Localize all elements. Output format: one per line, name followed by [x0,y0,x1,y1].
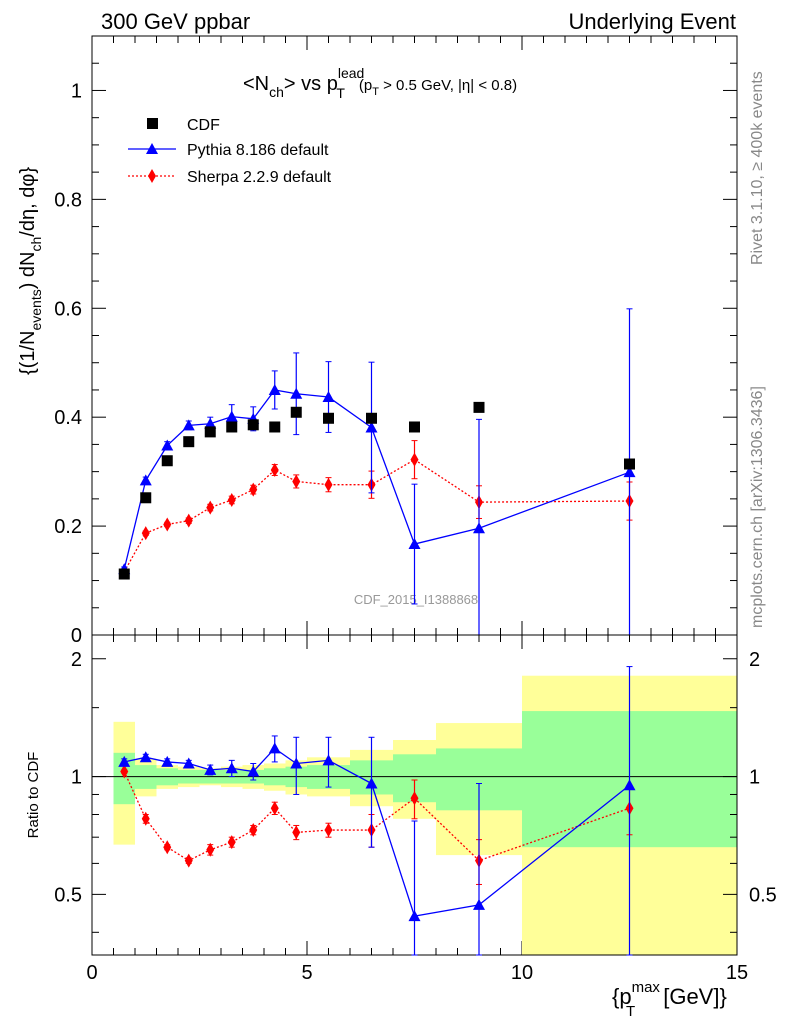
cdf-marker [204,426,216,438]
x-tick-label: 10 [511,962,533,984]
sherpa-marker [184,513,193,528]
pythia-line [123,389,630,570]
legend-marker-pythia [146,143,158,154]
pythia-marker [290,387,303,399]
x-tick-label: 0 [86,962,97,984]
pythia-marker [225,410,238,422]
sherpa-ratio-marker [249,823,258,838]
cdf-marker [473,401,485,413]
sherpa-marker [163,517,172,532]
x-tick-label: 5 [301,962,312,984]
cdf-marker [183,436,195,448]
sherpa-marker [324,477,333,492]
upper-plot-area: 0 0.2 0.4 0.6 0.8 1 [54,35,738,955]
sherpa-line [123,458,630,573]
cdf-marker [323,412,334,424]
legend-marker-cdf [147,118,158,129]
sherpa-marker [270,463,279,478]
pythia-ratio-marker [290,757,303,769]
header-left-label: 300 GeV ppbar [101,9,250,34]
cdf-marker [290,406,302,418]
x-axis-label: {pmax T [GeV]} [612,979,727,1020]
pythia-marker [322,391,335,403]
y-tick-label: 0.5 [54,884,82,906]
cdf-marker [247,419,259,431]
y-tick-label: 0.4 [54,407,82,429]
pythia-ratio-marker [322,754,335,766]
cdf-marker [409,421,420,433]
pythia-marker [365,421,378,433]
main-title: <Nch> vs plead T (pT > 0.5 GeV, |η| < 0.8) [243,65,517,101]
analysis-watermark: CDF_2015_I1388868 [354,592,478,607]
legend: CDF Pythia 8.186 default Sherpa 2.2.9 de… [128,117,332,186]
pythia-marker [204,417,217,429]
pythia-ratio-marker [268,742,281,754]
pythia-ratio-marker [473,898,485,910]
sherpa-marker [410,452,419,467]
legend-marker-sherpa [148,169,156,183]
y-tick-label: 2 [71,649,82,671]
pythia-marker [139,474,152,486]
pythia-ratio-line [124,747,630,917]
sherpa-ratio-marker [270,801,279,816]
pythia-ratio-marker [225,762,238,774]
y-tick-label: 0.8 [54,189,82,211]
lower-plot-area: 0 5 10 15 0.5 0.5 1 1 2 2 [54,634,777,984]
pythia-marker [623,466,636,478]
lower-y-axis-label: Ratio to CDF [25,752,42,839]
y-tick-label-right: 0.5 [749,884,777,906]
pythia-marker [408,538,421,550]
sherpa-ratio-marker [292,825,301,840]
sherpa-ratio-marker [163,840,172,855]
sherpa-ratio-marker [206,842,215,857]
cdf-marker [161,455,173,467]
cdf-marker [226,421,238,433]
pythia-ratio-marker [139,751,152,763]
pythia-marker [161,439,174,451]
pythia-ratio-marker [161,755,174,767]
mcplots-label: mcplots.cern.ch [arXiv:1306.3436] [749,386,766,628]
pythia-ratio-marker [118,755,131,767]
y-tick-label-right: 2 [749,649,760,671]
x-tick-label: 15 [726,962,748,984]
sherpa-ratio-marker [184,853,193,868]
sherpa-marker [206,500,215,515]
sherpa-ratio-marker [120,764,129,779]
legend-label-sherpa: Sherpa 2.2.9 default [187,169,332,186]
cdf-marker [269,421,281,433]
header-right-label: Underlying Event [568,9,736,34]
pythia-ratio-marker [204,763,217,775]
y-tick-label: 0 [71,625,82,647]
sherpa-ratio-marker [141,811,150,826]
y-tick-label-right: 1 [749,767,760,789]
pythia-marker [268,383,281,395]
sherpa-marker [249,482,258,497]
sherpa-marker [292,474,301,489]
sherpa-ratio-marker [227,835,236,850]
pythia-marker [182,419,195,431]
y-tick-label: 0.6 [54,298,82,320]
pythia-ratio-marker [408,910,421,922]
pythia-marker [473,522,485,534]
pythia-ratio-marker [182,757,195,769]
y-tick-label: 1 [71,767,82,789]
cdf-marker [366,412,377,424]
pythia-ratio-marker [247,765,260,777]
pythia-ratio-marker [623,779,636,791]
pythia-ratio-marker [365,777,378,789]
sherpa-marker [141,526,150,541]
legend-label-cdf: CDF [187,117,220,134]
legend-label-pythia: Pythia 8.186 default [187,142,329,159]
sherpa-ratio-marker [324,823,333,838]
upper-y-axis-label: {(1/Nevents) dNch/dη, dφ} [17,167,44,375]
cdf-marker [624,458,635,470]
y-tick-label: 0.2 [54,516,82,538]
sherpa-marker [227,492,236,507]
y-tick-label: 1 [71,80,82,102]
cdf-marker [118,568,130,580]
cdf-marker [140,492,152,504]
sherpa-ratio-marker [410,791,419,806]
rivet-label: Rivet 3.1.10, ≥ 400k events [749,71,766,265]
